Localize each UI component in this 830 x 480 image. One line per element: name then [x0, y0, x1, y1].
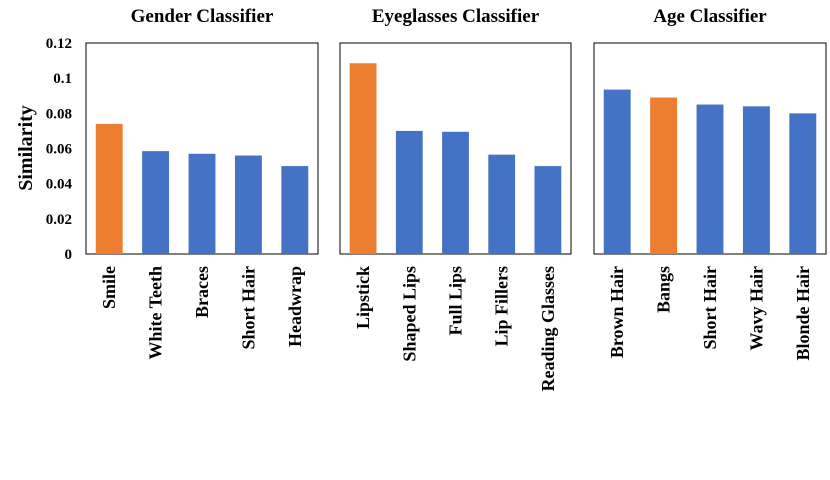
bar	[650, 97, 678, 254]
y-tick-label: 0.04	[46, 177, 73, 193]
y-tick-label: 0	[65, 247, 73, 263]
x-tick-label: Short Hair	[700, 266, 720, 350]
x-tick-label: Wavy Hair	[746, 266, 766, 351]
panel-title: Eyeglasses Classifier	[372, 6, 540, 27]
x-tick-label: White Teeth	[146, 266, 166, 360]
x-tick-label: Brown Hair	[607, 266, 627, 358]
x-tick-label: Reading Glasses	[538, 266, 558, 392]
x-tick-label: Short Hair	[238, 266, 258, 350]
x-tick-label: Lipstick	[353, 266, 373, 329]
bar	[281, 166, 309, 254]
bar	[534, 166, 562, 254]
bar	[488, 154, 516, 254]
y-tick-label: 0.06	[46, 142, 73, 158]
bar	[395, 130, 423, 254]
bar	[234, 155, 262, 254]
bar	[789, 113, 817, 254]
x-tick-label: Lip Fillers	[492, 266, 512, 347]
x-tick-label: Smile	[99, 266, 119, 309]
y-tick-label: 0.12	[46, 36, 72, 52]
panel-title: Gender Classifier	[131, 6, 274, 27]
x-tick-label: Shaped Lips	[399, 266, 419, 362]
bar	[188, 153, 216, 254]
bar	[742, 106, 770, 254]
panel-title: Age Classifier	[653, 6, 767, 27]
x-tick-label: Braces	[192, 266, 212, 318]
bar	[696, 104, 724, 255]
x-tick-label: Full Lips	[446, 266, 466, 336]
bar	[95, 123, 123, 254]
bar	[349, 63, 377, 255]
bar	[442, 131, 469, 254]
y-tick-label: 0.02	[46, 212, 72, 228]
bar	[603, 89, 631, 255]
bar	[142, 151, 170, 254]
x-tick-label: Bangs	[654, 266, 674, 313]
y-tick-label: 0.08	[46, 106, 72, 122]
x-tick-label: Blonde Hair	[793, 266, 813, 361]
y-axis-label: Similarity	[15, 105, 37, 191]
x-tick-label: Headwrap	[285, 266, 305, 347]
y-tick-label: 0.1	[53, 71, 72, 87]
